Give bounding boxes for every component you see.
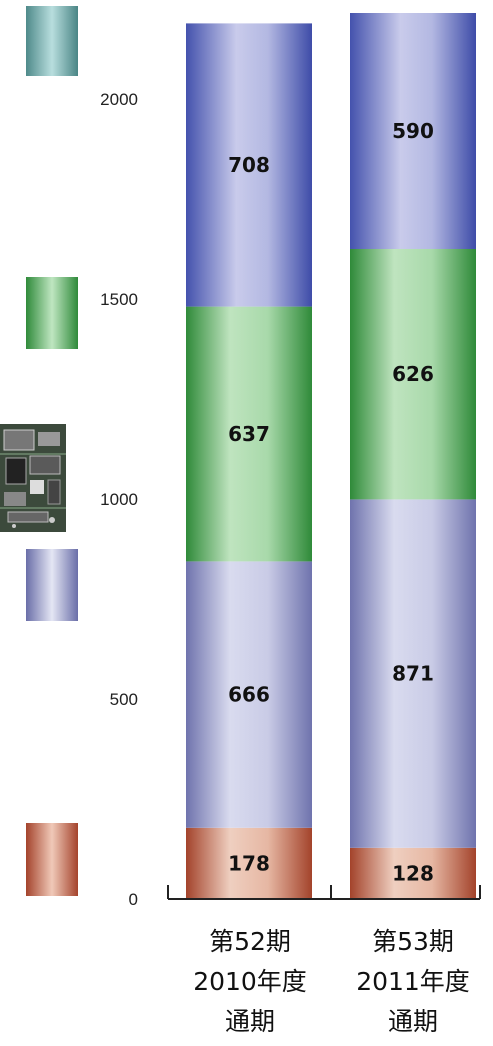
circuit-board-icon <box>0 424 66 532</box>
x-category-label-1-line-1: 第53期 <box>372 927 454 956</box>
y-tick-label-0: 0 <box>129 890 138 909</box>
y-tick-label-2: 1000 <box>100 490 138 509</box>
x-category-label-1-line-2: 2011年度 <box>356 967 470 996</box>
legend-swatch-green <box>26 277 78 349</box>
bar-segment-cat0-series3 <box>186 23 312 307</box>
data-label-cat1-series2: 626 <box>392 362 434 386</box>
legend-swatch-red <box>26 823 78 896</box>
data-label-cat0-series2: 637 <box>228 422 270 446</box>
y-tick-label-1: 500 <box>110 690 138 709</box>
bar-segment-cat0-series1 <box>186 561 312 828</box>
data-label-cat1-series0: 128 <box>392 861 434 885</box>
data-label-cat1-series3: 590 <box>392 119 434 143</box>
bar-segment-cat0-series2 <box>186 306 312 562</box>
x-category-label-0-line-1: 第52期 <box>209 927 291 956</box>
x-category-label-0-line-2: 2010年度 <box>193 967 307 996</box>
bar-segment-cat1-series2 <box>350 249 476 500</box>
y-tick-label-4: 2000 <box>100 90 138 109</box>
bar-segment-cat1-series3 <box>350 13 476 249</box>
x-category-label-0-line-3: 通期 <box>224 1007 275 1036</box>
legend-swatch-teal <box>26 6 78 76</box>
data-label-cat0-series0: 178 <box>228 851 270 875</box>
bar-segment-cat1-series1 <box>350 499 476 848</box>
legend-swatch-purple <box>26 549 78 621</box>
x-category-label-1-line-3: 通期 <box>387 1007 438 1036</box>
bar-segment-cat1-series0 <box>350 847 476 899</box>
y-tick-label-3: 1500 <box>100 290 138 309</box>
bar-segment-cat0-series0 <box>186 827 312 899</box>
x-category-label-1: 第53期 2011年度 通期 <box>343 922 483 1042</box>
data-label-cat0-series3: 708 <box>228 153 270 177</box>
data-label-cat1-series1: 871 <box>392 662 434 686</box>
x-category-label-0: 第52期 2010年度 通期 <box>180 922 320 1042</box>
data-label-cat0-series1: 666 <box>228 683 270 707</box>
